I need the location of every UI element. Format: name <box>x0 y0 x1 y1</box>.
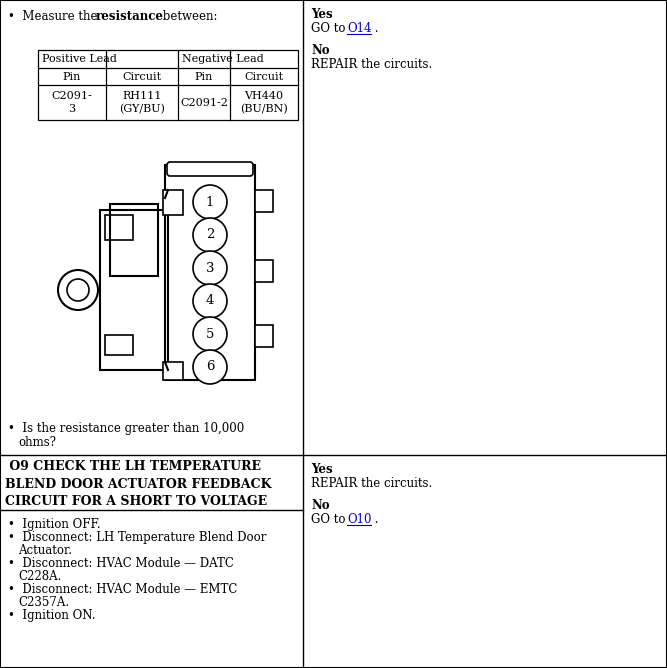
Text: RH111
(GY/BU): RH111 (GY/BU) <box>119 91 165 114</box>
Bar <box>255 325 273 347</box>
Bar <box>38 50 298 120</box>
Circle shape <box>67 279 89 301</box>
Bar <box>110 204 158 276</box>
Circle shape <box>193 218 227 252</box>
Text: Circuit: Circuit <box>244 71 283 81</box>
Text: 4: 4 <box>206 295 214 307</box>
Bar <box>100 210 168 370</box>
Text: •  Measure the: • Measure the <box>8 10 101 23</box>
Text: between:: between: <box>159 10 217 23</box>
Text: GO to: GO to <box>311 22 350 35</box>
Text: ohms?: ohms? <box>18 436 56 449</box>
Text: .: . <box>371 513 378 526</box>
Text: VH440
(BU/BN): VH440 (BU/BN) <box>240 91 288 114</box>
Text: REPAIR the circuits.: REPAIR the circuits. <box>311 477 432 490</box>
Text: •  Disconnect: HVAC Module — DATC: • Disconnect: HVAC Module — DATC <box>8 557 234 570</box>
Bar <box>255 260 273 282</box>
Circle shape <box>193 185 227 219</box>
Text: Pin: Pin <box>195 71 213 81</box>
Text: Pin: Pin <box>63 71 81 81</box>
Bar <box>105 335 133 355</box>
Text: •  Disconnect: LH Temperature Blend Door: • Disconnect: LH Temperature Blend Door <box>8 531 266 544</box>
Text: Circuit: Circuit <box>123 71 161 81</box>
Text: 1: 1 <box>206 196 214 208</box>
Text: C2091-2: C2091-2 <box>180 98 228 108</box>
Text: O10: O10 <box>347 513 372 526</box>
Text: Positive Lead: Positive Lead <box>42 54 117 64</box>
Text: No: No <box>311 44 329 57</box>
Text: •  Disconnect: HVAC Module — EMTC: • Disconnect: HVAC Module — EMTC <box>8 583 237 596</box>
Circle shape <box>193 251 227 285</box>
Circle shape <box>193 350 227 384</box>
Text: C2357A.: C2357A. <box>18 596 69 609</box>
Text: REPAIR the circuits.: REPAIR the circuits. <box>311 58 432 71</box>
Text: 3: 3 <box>205 261 214 275</box>
Text: Actuator.: Actuator. <box>18 544 72 557</box>
Text: 5: 5 <box>206 327 214 341</box>
Bar <box>105 215 133 240</box>
Bar <box>163 190 183 215</box>
Text: O14: O14 <box>347 22 372 35</box>
Text: •  Is the resistance greater than 10,000: • Is the resistance greater than 10,000 <box>8 422 244 435</box>
FancyBboxPatch shape <box>167 162 253 176</box>
Text: Yes: Yes <box>311 463 333 476</box>
Text: No: No <box>311 499 329 512</box>
Text: O9 CHECK THE LH TEMPERATURE
BLEND DOOR ACTUATOR FEEDBACK
CIRCUIT FOR A SHORT TO : O9 CHECK THE LH TEMPERATURE BLEND DOOR A… <box>5 460 271 508</box>
Circle shape <box>58 270 98 310</box>
Text: resistance: resistance <box>96 10 164 23</box>
Text: •  Ignition OFF.: • Ignition OFF. <box>8 518 101 531</box>
Circle shape <box>193 317 227 351</box>
Text: C228A.: C228A. <box>18 570 61 583</box>
Text: Negative Lead: Negative Lead <box>182 54 263 64</box>
Text: 6: 6 <box>205 361 214 373</box>
Bar <box>163 362 183 380</box>
Circle shape <box>193 284 227 318</box>
Bar <box>165 165 255 380</box>
Text: GO to: GO to <box>311 513 350 526</box>
Text: •  Ignition ON.: • Ignition ON. <box>8 609 95 622</box>
Text: 2: 2 <box>206 228 214 242</box>
Bar <box>255 190 273 212</box>
Text: .: . <box>371 22 378 35</box>
Text: Yes: Yes <box>311 8 333 21</box>
Text: C2091-
3: C2091- 3 <box>51 92 92 114</box>
